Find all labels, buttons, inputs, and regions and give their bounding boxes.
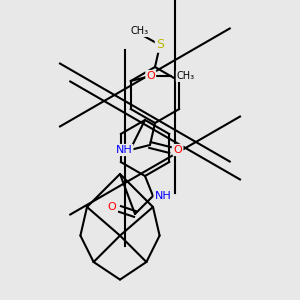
Text: CH₃: CH₃	[131, 26, 149, 36]
Text: NH: NH	[116, 145, 132, 155]
Text: O: O	[108, 202, 116, 212]
Text: S: S	[156, 38, 164, 52]
Text: NH: NH	[154, 191, 171, 201]
Text: CH₃: CH₃	[177, 71, 195, 81]
Text: O: O	[174, 145, 182, 155]
Text: O: O	[146, 71, 155, 81]
